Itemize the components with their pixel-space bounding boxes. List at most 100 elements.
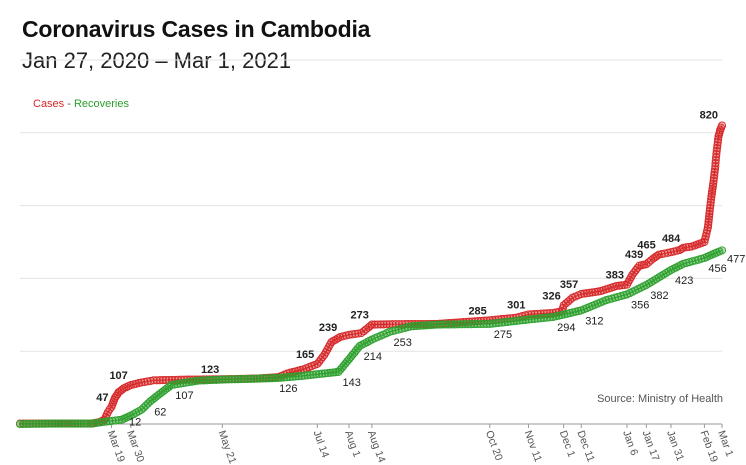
- cases-point: [140, 377, 149, 387]
- recoveries-point: [233, 375, 243, 384]
- cases-point: [710, 168, 719, 177]
- recoveries-point: [470, 320, 479, 329]
- cases-point: [149, 376, 158, 385]
- recoveries-point: [312, 370, 321, 379]
- recoveries-point: [246, 374, 255, 383]
- recoveries-point: [385, 327, 394, 336]
- recoveries-data-label: 477: [727, 253, 745, 265]
- cases-point: [709, 179, 718, 188]
- cases-point: [713, 138, 722, 147]
- series-recoveries: [15, 246, 727, 429]
- cases-point: [709, 173, 718, 182]
- recoveries-point: [273, 373, 283, 382]
- recoveries-data-label: 275: [494, 329, 512, 341]
- cases-point: [137, 378, 146, 387]
- cases-data-label: 383: [606, 270, 624, 282]
- recoveries-point: [485, 319, 494, 328]
- recoveries-data-label: 423: [675, 275, 693, 287]
- recoveries-data-label: 356: [631, 299, 649, 311]
- recoveries-point: [512, 316, 521, 325]
- recoveries-point: [297, 371, 306, 381]
- recoveries-point: [181, 378, 191, 387]
- series-cases: [15, 121, 727, 428]
- cases-point: [370, 320, 379, 329]
- recoveries-point: [409, 322, 418, 331]
- recoveries-point: [196, 376, 205, 385]
- recoveries-point: [391, 326, 400, 335]
- cases-point: [717, 121, 727, 130]
- recoveries-point: [309, 370, 318, 379]
- recoveries-point: [267, 374, 277, 383]
- cases-point: [379, 320, 388, 329]
- recoveries-point: [300, 371, 309, 380]
- recoveries-data-label: 312: [585, 315, 603, 327]
- recoveries-point: [276, 373, 286, 382]
- recoveries-point: [285, 372, 294, 381]
- recoveries-point: [258, 374, 267, 383]
- recoveries-point: [199, 376, 208, 385]
- cases-point: [710, 165, 720, 174]
- recoveries-point: [454, 320, 463, 329]
- cases-point: [712, 149, 721, 159]
- recoveries-point: [473, 320, 482, 329]
- cases-data-label: 357: [560, 279, 578, 291]
- source-note: Source: Ministry of Health: [597, 393, 723, 405]
- cases-point: [713, 144, 722, 153]
- recoveries-point: [539, 313, 548, 322]
- recoveries-point: [451, 320, 460, 329]
- recoveries-point: [415, 321, 424, 330]
- recoveries-point: [467, 320, 476, 329]
- recoveries-point: [249, 374, 258, 383]
- cases-data-label: 123: [201, 364, 219, 376]
- recoveries-point: [527, 315, 536, 324]
- recoveries-point: [264, 374, 274, 383]
- recoveries-point: [282, 373, 291, 382]
- recoveries-point: [448, 320, 457, 329]
- recoveries-point: [506, 317, 515, 326]
- recoveries-point: [50, 419, 59, 428]
- recoveries-point: [65, 419, 74, 428]
- recoveries-point: [227, 375, 236, 384]
- recoveries-point: [610, 293, 619, 302]
- recoveries-point: [167, 381, 176, 390]
- recoveries-point: [68, 419, 77, 428]
- legend-cases: Cases: [33, 98, 65, 110]
- recoveries-point: [15, 419, 25, 429]
- series-layer: [15, 121, 727, 429]
- recoveries-point: [28, 419, 37, 428]
- recoveries-point: [388, 327, 397, 336]
- recoveries-point: [536, 314, 545, 323]
- cases-point: [367, 320, 376, 329]
- legend-separator: -: [64, 98, 74, 110]
- recoveries-point: [271, 374, 280, 383]
- recoveries-point: [306, 370, 315, 380]
- recoveries-point: [193, 376, 202, 385]
- recoveries-point: [518, 316, 527, 325]
- recoveries-point: [682, 258, 691, 268]
- recoveries-point: [445, 320, 454, 329]
- recoveries-point: [427, 320, 436, 330]
- recoveries-point: [176, 379, 185, 388]
- recoveries-point: [604, 295, 613, 304]
- recoveries-data-label: 456: [708, 263, 726, 275]
- cases-point: [342, 331, 351, 340]
- recoveries-point: [47, 419, 56, 428]
- recoveries-point: [37, 419, 46, 428]
- recoveries-point: [439, 320, 448, 329]
- recoveries-point: [331, 368, 340, 377]
- recoveries-point: [56, 419, 65, 428]
- chart-title: Coronavirus Cases in Cambodia: [22, 16, 371, 42]
- cases-point: [706, 198, 715, 207]
- cases-data-label: 484: [662, 233, 681, 245]
- recoveries-point: [279, 373, 288, 382]
- cases-data-label: 239: [319, 322, 337, 334]
- cases-data-label: 326: [542, 290, 560, 302]
- cases-point: [654, 250, 663, 259]
- cases-point: [712, 153, 721, 162]
- cases-point: [705, 209, 714, 218]
- recoveries-point: [421, 321, 430, 330]
- cases-point: [382, 320, 391, 329]
- recoveries-point: [255, 374, 264, 383]
- recoveries-point: [44, 419, 53, 428]
